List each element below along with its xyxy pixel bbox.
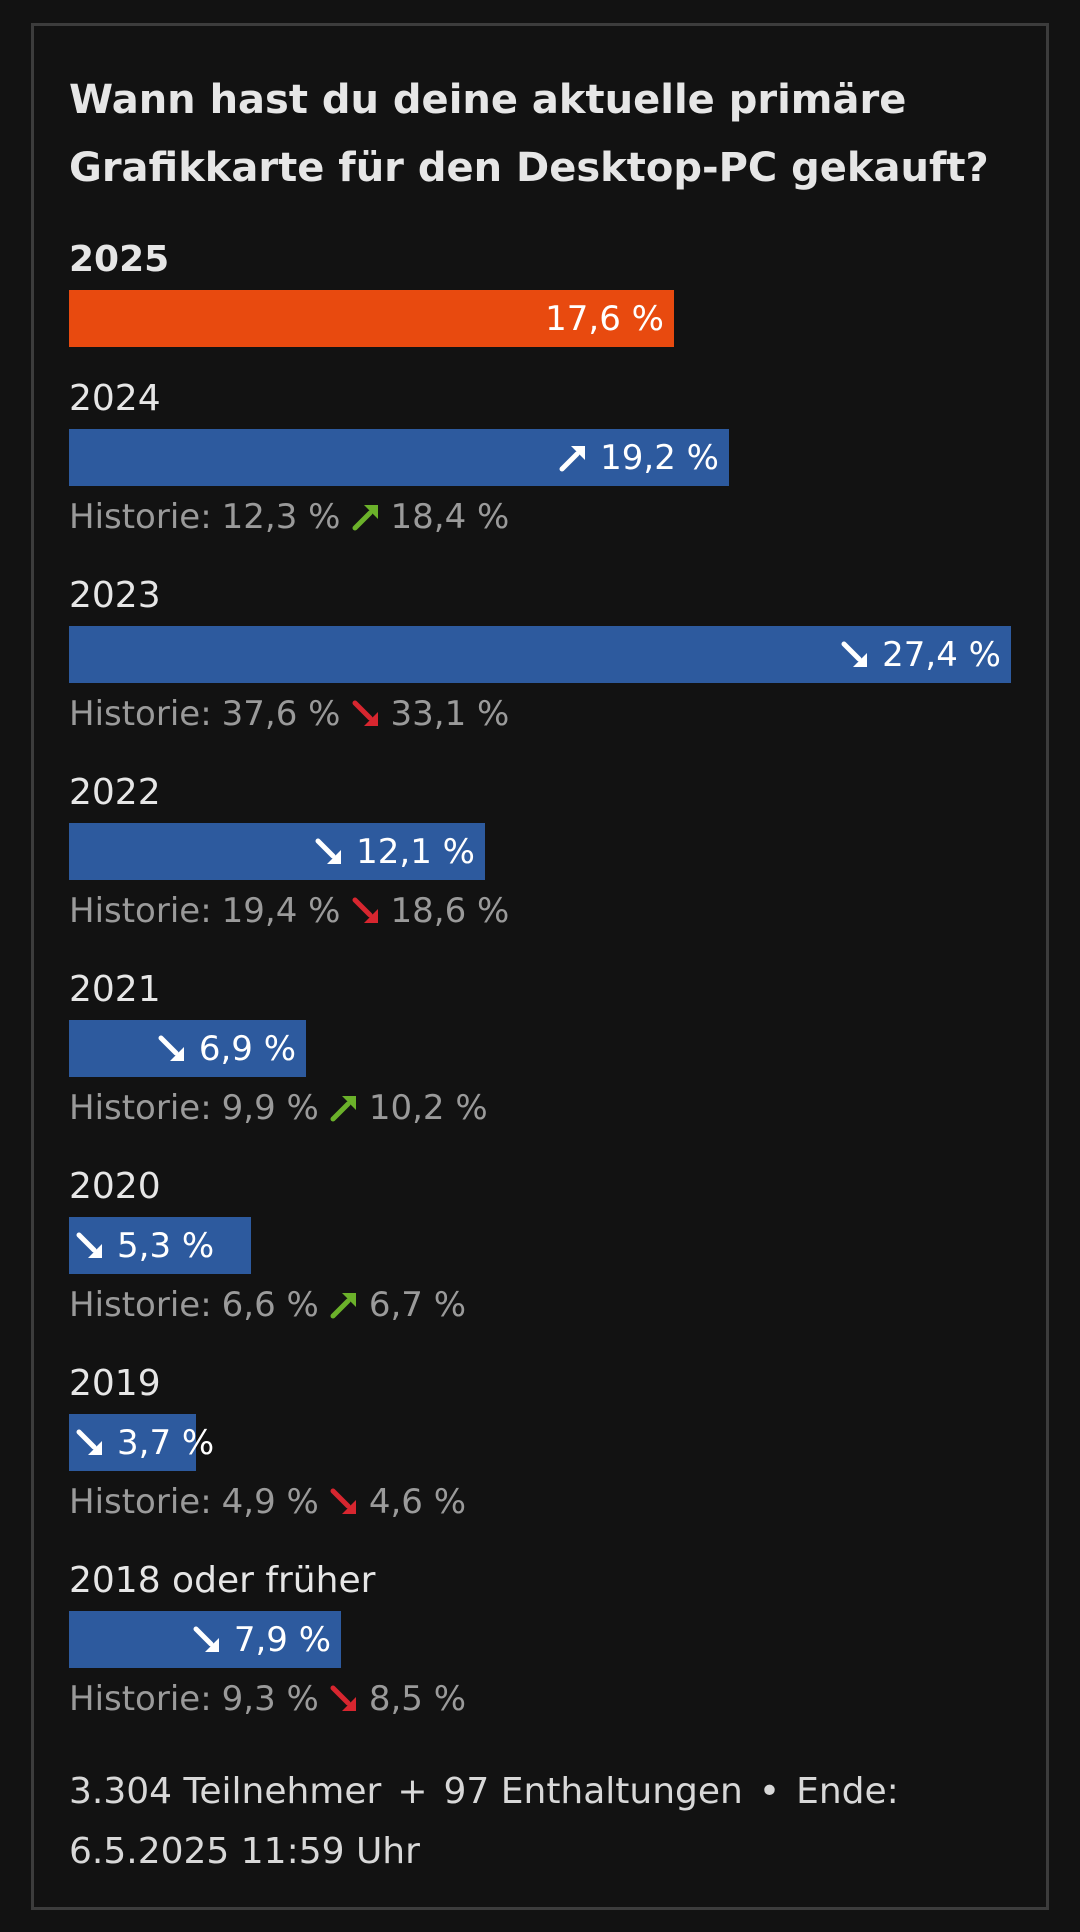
bar-content: 27,4 % [840,626,1001,683]
dot-separator: • [758,1771,781,1812]
result-value: 6,9 % [198,1028,296,1069]
trend-down-icon [329,1487,359,1517]
poll-option-label: 2020 [69,1166,161,1207]
trend-up-icon [329,1093,359,1123]
history-label: Historie: [69,1482,212,1522]
bar-content: 17,6 % [545,290,664,347]
bar-content: 7,9 % [192,1611,331,1668]
trend-down-icon [314,837,344,867]
poll-option-label: 2022 [69,772,161,813]
bar-track: 3,7 % [69,1414,1011,1471]
poll-title: Wann hast du deine aktuelle primäre Graf… [69,66,1029,202]
bar-track: 27,4 % [69,626,1011,683]
history-from: 19,4 % [221,891,341,931]
trend-down-icon [75,1428,105,1458]
trend-down-icon [157,1034,187,1064]
trend-up-icon [351,502,381,532]
result-value: 17,6 % [545,298,664,339]
result-bar: 7,9 % [69,1611,341,1668]
bar-content: 3,7 % [75,1414,214,1471]
bar-track: 6,9 % [69,1020,1011,1077]
result-value: 12,1 % [356,831,475,872]
poll-end-date: 6.5.2025 11:59 Uhr [69,1831,420,1872]
history-from: 4,9 % [221,1482,319,1522]
history-to: 33,1 % [390,694,510,734]
poll-option-label: 2021 [69,969,161,1010]
history-label: Historie: [69,694,212,734]
bar-track: 12,1 % [69,823,1011,880]
poll-option-label: 2019 [69,1363,161,1404]
trend-down-icon [351,896,381,926]
trend-down-icon [840,640,870,670]
poll-title-line-2: Grafikkarte für den Desktop-PC gekauft? [69,145,989,191]
history-label: Historie: [69,1088,212,1128]
participants-count: 3.304 Teilnehmer [69,1771,382,1812]
bar-track: 19,2 % [69,429,1011,486]
bar-content: 6,9 % [157,1020,296,1077]
result-bar: 27,4 % [69,626,1011,683]
poll-option-label: 2023 [69,575,161,616]
history-label: Historie: [69,891,212,931]
history-from: 6,6 % [221,1285,319,1325]
poll-title-line-1: Wann hast du deine aktuelle primäre [69,77,907,123]
poll-option-label: 2025 [69,239,170,280]
bar-track: 7,9 % [69,1611,1011,1668]
abstentions-count: 97 Enthaltungen [443,1771,743,1812]
history-row: Historie: 4,9 % 4,6 % [69,1480,466,1524]
result-bar: 12,1 % [69,823,485,880]
history-row: Historie: 6,6 % 6,7 % [69,1283,466,1327]
poll-end-label: Ende: [796,1771,899,1812]
result-bar: 6,9 % [69,1020,306,1077]
history-from: 12,3 % [221,497,341,537]
trend-down-icon [351,699,381,729]
history-to: 6,7 % [368,1285,467,1325]
result-value: 27,4 % [882,634,1001,675]
history-to: 18,4 % [390,497,510,537]
history-label: Historie: [69,1285,212,1325]
history-row: Historie: 37,6 % 33,1 % [69,692,509,736]
trend-up-icon [558,443,588,473]
result-value: 7,9 % [233,1619,331,1660]
history-row: Historie: 12,3 % 18,4 % [69,495,509,539]
poll-option-label: 2018 oder früher [69,1560,376,1601]
plus-separator: + [397,1771,428,1812]
poll-card [31,23,1049,1910]
result-value: 19,2 % [600,437,719,478]
bar-content: 19,2 % [558,429,719,486]
history-from: 9,9 % [221,1088,319,1128]
history-from: 9,3 % [221,1679,319,1719]
history-to: 10,2 % [368,1088,488,1128]
poll-option-label: 2024 [69,378,161,419]
bar-track: 17,6 % [69,290,1011,347]
history-to: 4,6 % [368,1482,467,1522]
poll-footer: 3.304 Teilnehmer +97 Enthaltungen • Ende: 6… [69,1762,999,1882]
history-from: 37,6 % [221,694,341,734]
result-bar: 17,6 % [69,290,674,347]
result-value: 3,7 % [117,1422,215,1463]
bar-content: 12,1 % [314,823,475,880]
history-row: Historie: 19,4 % 18,6 % [69,889,509,933]
trend-down-icon [192,1625,222,1655]
result-bar: 5,3 % [69,1217,251,1274]
trend-up-icon [329,1290,359,1320]
history-to: 8,5 % [368,1679,467,1719]
result-bar: 19,2 % [69,429,729,486]
history-row: Historie: 9,3 % 8,5 % [69,1677,466,1721]
history-label: Historie: [69,1679,212,1719]
trend-down-icon [75,1231,105,1261]
history-row: Historie: 9,9 % 10,2 % [69,1086,488,1130]
trend-down-icon [329,1684,359,1714]
bar-track: 5,3 % [69,1217,1011,1274]
bar-content: 5,3 % [75,1217,214,1274]
result-bar: 3,7 % [69,1414,214,1471]
result-value: 5,3 % [117,1225,215,1266]
history-to: 18,6 % [390,891,510,931]
history-label: Historie: [69,497,212,537]
